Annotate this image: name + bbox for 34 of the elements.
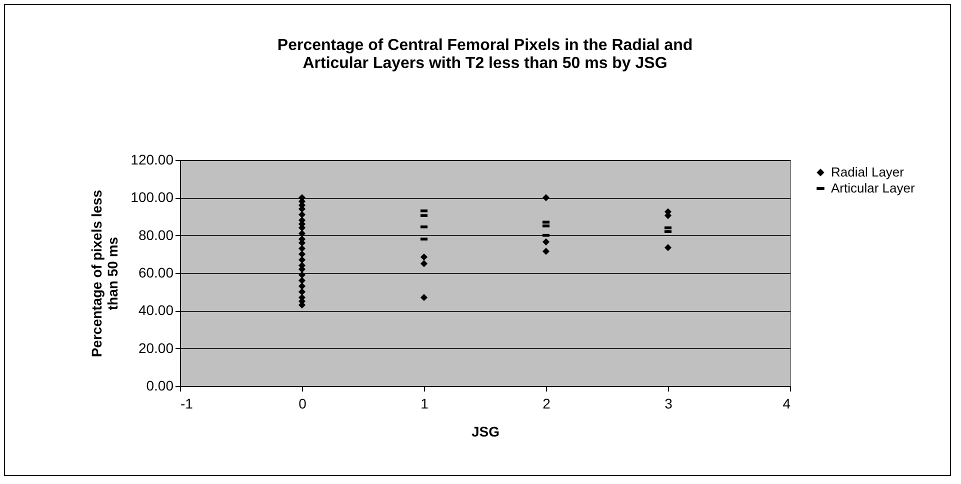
- x-axis-title: JSG: [471, 424, 500, 440]
- y-tick-label: 60.00: [138, 264, 174, 280]
- y-tick-label: 0.00: [146, 378, 174, 394]
- y-tick-label: 20.00: [138, 340, 174, 356]
- point: [298, 244, 306, 252]
- x-tick-label: -1: [180, 396, 194, 412]
- legend-label: Articular Layer: [831, 180, 916, 196]
- x-tick-label: 1: [420, 396, 429, 412]
- y-axis-title: Percentage of pixels less than 50 ms: [88, 190, 121, 358]
- point: [420, 260, 428, 268]
- point: [542, 194, 550, 202]
- x-tick-label: 3: [664, 396, 673, 412]
- point: [298, 256, 306, 264]
- point: [298, 282, 306, 290]
- point: [420, 253, 428, 261]
- point: [664, 244, 672, 252]
- point: [542, 248, 550, 255]
- x-tick-label: 4: [782, 396, 791, 412]
- point: [298, 271, 306, 278]
- point: [298, 250, 306, 258]
- y-tick-label: 120.00: [130, 152, 174, 168]
- point: [298, 211, 306, 218]
- y-tick-label: 100.00: [130, 189, 174, 206]
- x-tick-label: 0: [298, 396, 307, 412]
- point: [298, 230, 306, 237]
- point: [542, 238, 550, 246]
- point: [298, 276, 306, 284]
- y-tick-label: 40.00: [138, 302, 174, 318]
- x-tick-label: 2: [542, 396, 551, 412]
- point: [420, 294, 428, 302]
- chart-title: Percentage of Central Femoral Pixels in the Radial and Articular Layers with T2 less than 50 ms by JSG: [277, 37, 693, 72]
- y-tick-label: 80.00: [138, 226, 174, 243]
- legend-label: Radial Layer: [831, 164, 905, 180]
- point: [298, 288, 306, 296]
